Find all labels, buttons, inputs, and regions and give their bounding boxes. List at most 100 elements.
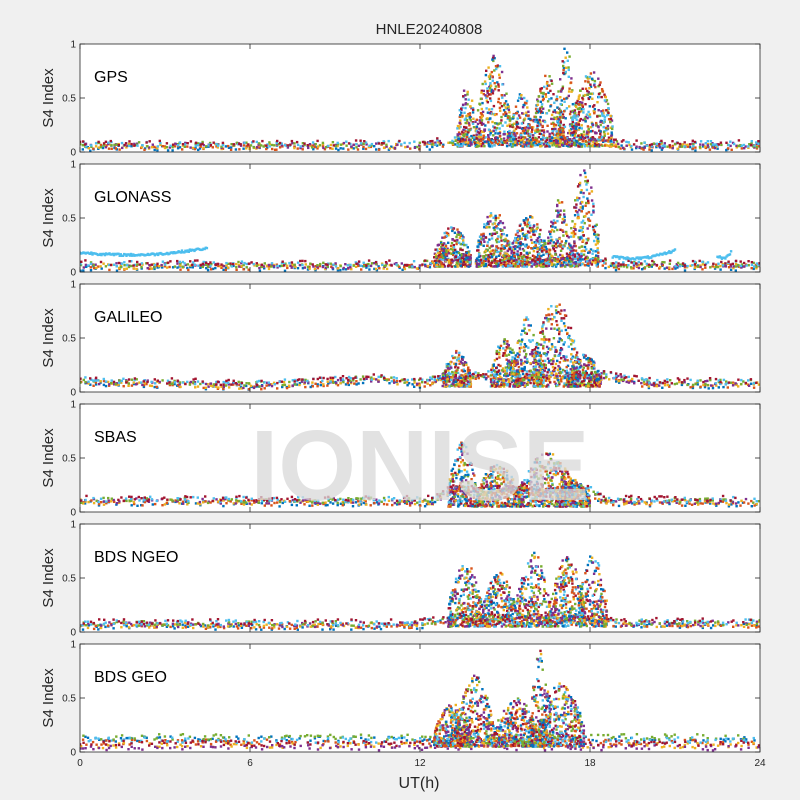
data-point <box>450 261 453 265</box>
data-point <box>524 136 527 139</box>
data-point <box>214 385 218 388</box>
data-point <box>232 264 235 268</box>
data-point <box>285 386 289 390</box>
data-point <box>102 383 106 387</box>
data-point <box>86 264 90 267</box>
data-point <box>240 260 244 263</box>
data-point <box>492 59 495 63</box>
data-point <box>540 246 544 249</box>
data-point <box>365 264 368 267</box>
data-point <box>570 231 573 235</box>
data-point <box>457 230 460 234</box>
data-point <box>568 141 571 144</box>
data-point <box>600 88 604 91</box>
data-point <box>211 146 214 149</box>
data-point <box>597 109 600 112</box>
data-point <box>464 102 468 105</box>
data-point <box>592 109 595 113</box>
data-point <box>589 130 593 133</box>
data-point <box>545 247 548 251</box>
data-point <box>576 255 579 258</box>
data-point <box>258 146 261 149</box>
data-point <box>717 386 720 389</box>
data-point <box>591 252 594 255</box>
data-point <box>459 114 462 117</box>
data-point <box>465 243 468 247</box>
data-point <box>488 251 492 254</box>
data-point <box>385 145 388 148</box>
data-point <box>92 266 96 270</box>
data-point <box>89 266 92 269</box>
data-point <box>361 375 365 378</box>
data-point <box>578 119 581 122</box>
data-point <box>619 147 622 150</box>
data-point <box>539 228 542 232</box>
data-point <box>211 385 214 388</box>
data-point <box>666 145 669 148</box>
data-point <box>418 148 421 151</box>
data-point <box>452 246 456 249</box>
data-point <box>569 138 572 141</box>
data-point <box>567 94 570 98</box>
data-point <box>143 147 147 150</box>
data-point <box>293 146 296 150</box>
data-point <box>633 382 636 385</box>
data-point <box>332 144 335 147</box>
data-point <box>447 241 450 244</box>
data-point <box>455 242 458 246</box>
data-point <box>499 252 502 255</box>
data-point <box>583 171 587 175</box>
data-point <box>560 257 564 260</box>
data-point <box>160 263 163 267</box>
data-point <box>374 261 378 264</box>
data-point <box>696 265 699 268</box>
data-point <box>463 243 466 247</box>
data-point <box>438 376 442 380</box>
data-point <box>542 119 545 122</box>
data-point <box>693 266 697 269</box>
data-point <box>156 149 159 152</box>
data-point <box>520 127 524 130</box>
data-point <box>464 126 468 129</box>
data-point <box>145 141 148 144</box>
data-point <box>355 262 358 265</box>
data-point <box>563 220 566 223</box>
data-point <box>242 386 245 390</box>
data-point <box>596 242 599 245</box>
data-point <box>583 249 586 253</box>
data-point <box>608 138 611 141</box>
data-point <box>582 130 586 133</box>
data-point <box>442 263 446 267</box>
data-point <box>573 206 576 209</box>
data-point <box>529 141 532 145</box>
data-point <box>322 383 325 386</box>
data-point <box>316 264 319 267</box>
data-point <box>719 256 723 259</box>
data-point <box>582 94 585 97</box>
data-point <box>539 247 542 251</box>
data-point <box>582 137 585 140</box>
data-point <box>564 66 568 69</box>
data-point <box>605 139 608 142</box>
data-point <box>494 129 498 132</box>
data-point <box>643 260 647 263</box>
data-point <box>475 265 478 268</box>
data-point <box>559 114 562 118</box>
data-point <box>461 103 465 106</box>
data-point <box>547 236 550 239</box>
data-point <box>484 94 487 97</box>
data-point <box>321 265 325 269</box>
data-point <box>535 142 538 146</box>
data-point <box>554 242 558 245</box>
data-point <box>441 258 445 261</box>
data-point <box>563 110 566 113</box>
data-point <box>573 242 576 245</box>
data-point <box>533 263 536 266</box>
data-point <box>550 117 553 121</box>
data-point <box>517 260 521 264</box>
data-point <box>494 250 497 253</box>
data-point <box>463 118 467 121</box>
data-point <box>512 115 515 119</box>
data-point <box>528 135 532 139</box>
data-point <box>533 131 537 134</box>
